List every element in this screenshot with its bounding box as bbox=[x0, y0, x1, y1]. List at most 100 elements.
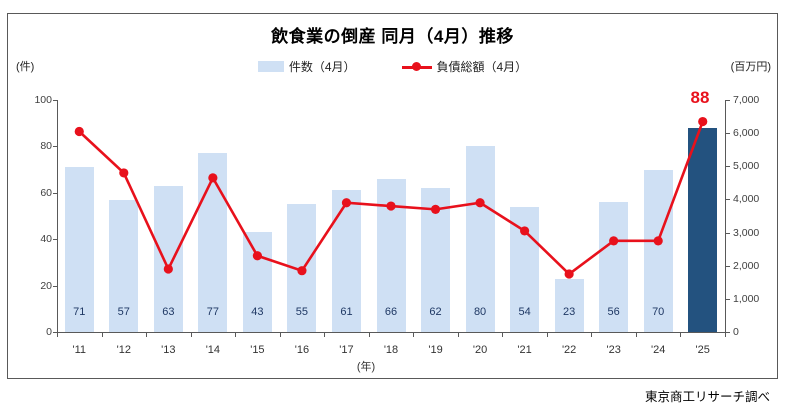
line-data-point bbox=[119, 168, 129, 178]
chart-title: 飲食業の倒産 同月（4月）推移 bbox=[271, 27, 514, 46]
bar-'25 bbox=[688, 127, 718, 332]
bar-value-label: 77 bbox=[206, 306, 219, 318]
x-tick-mark bbox=[279, 333, 281, 337]
y-right-tick-mark bbox=[726, 265, 730, 267]
x-category-label: '25 bbox=[695, 344, 710, 356]
y-left-tick-mark bbox=[53, 332, 57, 333]
line-data-point bbox=[341, 198, 352, 208]
y-left-tick-label: 0 bbox=[46, 326, 52, 338]
y-right-tick-mark bbox=[726, 100, 730, 101]
y-right-tick-mark bbox=[726, 232, 730, 234]
bar-value-label: 70 bbox=[652, 306, 665, 318]
x-category-label: '15 bbox=[250, 344, 265, 356]
legend-label-bar: 件数（4月） bbox=[288, 60, 356, 74]
bar-'23 bbox=[599, 202, 629, 332]
y-right-tick-label: 7,000 bbox=[733, 94, 760, 106]
line-data-point bbox=[430, 204, 441, 214]
bar-value-label: 61 bbox=[340, 306, 353, 318]
x-category-label: '13 bbox=[161, 344, 176, 356]
y-left-tick-label: 40 bbox=[40, 233, 52, 246]
x-tick-mark bbox=[680, 333, 682, 337]
x-tick-mark bbox=[146, 333, 148, 337]
line-data-point bbox=[609, 236, 619, 246]
line-data-point bbox=[520, 226, 530, 236]
bar-value-label: 57 bbox=[117, 306, 130, 318]
line-data-point bbox=[475, 198, 485, 208]
bar-'24 bbox=[643, 169, 673, 332]
bar-'15 bbox=[242, 232, 272, 332]
bar-'22 bbox=[554, 278, 584, 332]
bar-value-label: 23 bbox=[563, 306, 576, 318]
x-tick-mark bbox=[324, 333, 326, 337]
x-axis-unit: (年) bbox=[356, 361, 376, 373]
legend-item-bar: 件数（4月） bbox=[257, 58, 356, 75]
plot-area bbox=[57, 100, 726, 333]
x-category-label: '21 bbox=[517, 344, 532, 356]
bar-value-label: 71 bbox=[73, 306, 86, 318]
y-right-tick-mark bbox=[726, 166, 730, 168]
highlight-value-label: 88 bbox=[690, 88, 710, 107]
y-left-tick-label: 60 bbox=[40, 186, 52, 199]
bar-value-label: 80 bbox=[473, 306, 487, 318]
y-left-tick-label: 20 bbox=[40, 279, 52, 292]
line-data-point bbox=[698, 116, 708, 127]
y-right-tick-label: 4,000 bbox=[733, 193, 760, 206]
source-credit: 東京商工リサーチ調べ bbox=[644, 390, 770, 404]
left-axis-unit: (件) bbox=[16, 61, 35, 73]
x-category-label: '12 bbox=[116, 344, 131, 356]
x-tick-mark bbox=[101, 333, 103, 337]
x-tick-mark bbox=[57, 333, 58, 337]
x-category-label: '19 bbox=[428, 344, 443, 356]
bar-value-label: 55 bbox=[295, 306, 309, 318]
x-category-label: '22 bbox=[561, 344, 577, 356]
x-tick-mark bbox=[591, 333, 593, 337]
y-right-tick-label: 1,000 bbox=[733, 292, 760, 305]
bar-value-label: 63 bbox=[162, 306, 175, 318]
line-data-point bbox=[564, 269, 574, 279]
legend-item-line: 負債総額（4月） bbox=[401, 58, 528, 75]
x-tick-mark bbox=[635, 333, 637, 337]
y-left-tick-mark bbox=[53, 146, 57, 148]
y-right-tick-mark bbox=[726, 199, 730, 201]
y-right-tick-label: 6,000 bbox=[733, 127, 760, 140]
bar-value-label: 56 bbox=[607, 306, 620, 318]
bar-value-label: 43 bbox=[251, 306, 264, 318]
x-tick-mark bbox=[546, 333, 548, 337]
y-right-tick-label: 0 bbox=[733, 326, 739, 338]
line-data-point bbox=[297, 266, 307, 276]
bar-'14 bbox=[198, 153, 228, 332]
line-data-point bbox=[208, 173, 218, 183]
x-category-label: '24 bbox=[651, 344, 666, 356]
y-left-tick-mark bbox=[53, 192, 57, 194]
y-left-tick-mark bbox=[53, 239, 57, 241]
liabilities-line-series bbox=[74, 116, 708, 279]
bar-swatch-icon bbox=[257, 61, 284, 72]
y-left-tick-mark bbox=[53, 100, 57, 101]
chart-legend: 件数（4月） 負債総額（4月） bbox=[8, 58, 777, 75]
right-axis-unit: (百万円) bbox=[730, 61, 771, 73]
line-data-point bbox=[163, 264, 173, 274]
x-tick-mark bbox=[368, 333, 370, 337]
line-data-point bbox=[653, 236, 663, 246]
y-right-tick-mark bbox=[726, 332, 730, 333]
x-category-label: '11 bbox=[72, 344, 87, 356]
y-left-tick-label: 80 bbox=[40, 140, 52, 153]
bar-'17 bbox=[331, 190, 361, 332]
x-category-label: '23 bbox=[606, 344, 621, 356]
x-tick-mark bbox=[413, 333, 415, 337]
line-data-point bbox=[386, 201, 396, 211]
bar-'12 bbox=[109, 199, 139, 332]
line-data-point bbox=[252, 251, 262, 261]
y-right-tick-label: 2,000 bbox=[733, 259, 760, 272]
x-tick-mark bbox=[235, 333, 237, 337]
x-tick-mark bbox=[190, 333, 192, 337]
y-left-tick-mark bbox=[53, 285, 57, 287]
y-right-tick-label: 5,000 bbox=[733, 160, 760, 173]
bar-value-label: 66 bbox=[384, 306, 398, 318]
x-category-label: '14 bbox=[205, 344, 221, 356]
y-right-tick-mark bbox=[726, 298, 730, 300]
bar-'20 bbox=[465, 146, 495, 332]
legend-label-line: 負債総額（4月） bbox=[436, 60, 528, 74]
x-category-label: '17 bbox=[339, 344, 354, 356]
